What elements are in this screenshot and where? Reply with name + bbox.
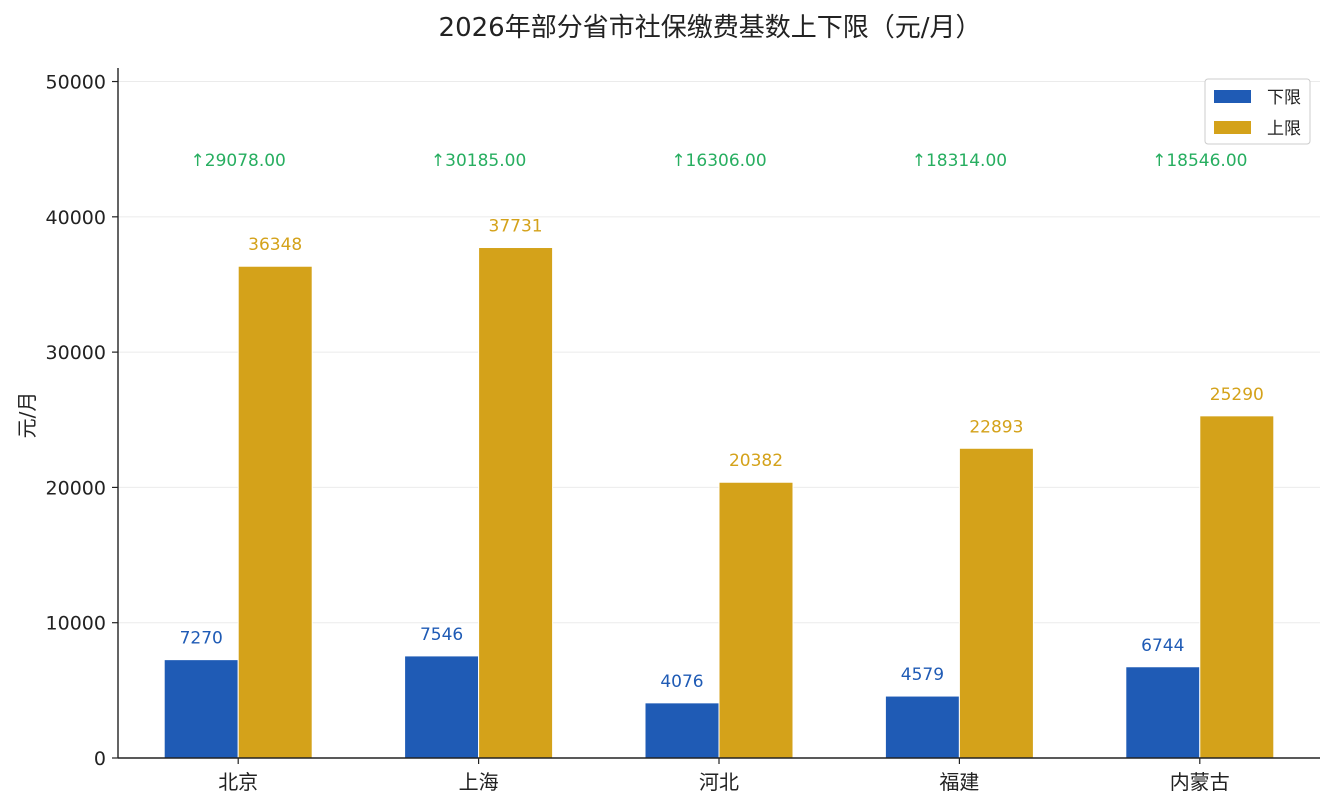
bar-upper <box>1199 415 1275 759</box>
x-tick-label: 北京 <box>218 770 258 794</box>
bar-upper <box>237 265 313 759</box>
legend-label: 上限 <box>1267 119 1301 139</box>
bar-upper <box>958 447 1034 759</box>
bar-lower <box>163 659 239 759</box>
difference-label: ↑18314.00 <box>912 151 1007 171</box>
y-tick-label: 30000 <box>46 342 106 364</box>
bar-lower <box>644 702 720 759</box>
difference-label: ↑29078.00 <box>191 151 286 171</box>
x-tick-label: 内蒙古 <box>1170 770 1230 794</box>
x-tick-label: 福建 <box>939 770 979 794</box>
legend-label: 下限 <box>1267 88 1301 108</box>
bar-lower <box>1125 666 1201 759</box>
y-tick-label: 40000 <box>46 207 106 229</box>
chart-title: 2026年部分省市社保缴费基数上下限（元/月） <box>439 13 982 43</box>
bars <box>163 247 1275 759</box>
bar-value-label: 7546 <box>420 625 463 645</box>
bar-lower <box>884 695 960 759</box>
y-tick-label: 0 <box>94 748 106 770</box>
bar-upper <box>718 481 794 759</box>
bar-value-label: 6744 <box>1141 636 1184 656</box>
bar-value-label: 4076 <box>660 672 703 692</box>
difference-label: ↑16306.00 <box>671 151 766 171</box>
bar-upper <box>478 247 554 759</box>
bar-value-label: 20382 <box>729 451 783 471</box>
x-tick-label: 上海 <box>459 770 499 794</box>
x-tick-label: 河北 <box>699 770 739 794</box>
bar-value-label: 36348 <box>248 235 302 255</box>
legend-swatch <box>1214 90 1251 103</box>
difference-label: ↑18546.00 <box>1152 151 1247 171</box>
data-labels: 7270 36348 ↑29078.00 7546 37731 ↑30185.00 4076… <box>180 151 1264 692</box>
legend-swatch <box>1214 121 1251 134</box>
bar-value-label: 22893 <box>969 417 1023 437</box>
difference-label: ↑30185.00 <box>431 151 526 171</box>
bar-value-label: 7270 <box>180 629 223 649</box>
y-tick-label: 20000 <box>46 477 106 499</box>
y-tick-label: 50000 <box>46 72 106 94</box>
bar-value-label: 4579 <box>901 665 944 685</box>
bar-value-label: 25290 <box>1210 385 1264 405</box>
y-tick-label: 10000 <box>46 613 106 635</box>
grid-lines <box>118 81 1320 624</box>
y-axis-label: 元/月 <box>15 392 39 439</box>
bar-value-label: 37731 <box>489 217 543 237</box>
bar-lower <box>404 655 480 759</box>
axes: 0 10000 20000 30000 40000 50000 北京 上海 河北 福建 内蒙古 <box>46 68 1320 794</box>
